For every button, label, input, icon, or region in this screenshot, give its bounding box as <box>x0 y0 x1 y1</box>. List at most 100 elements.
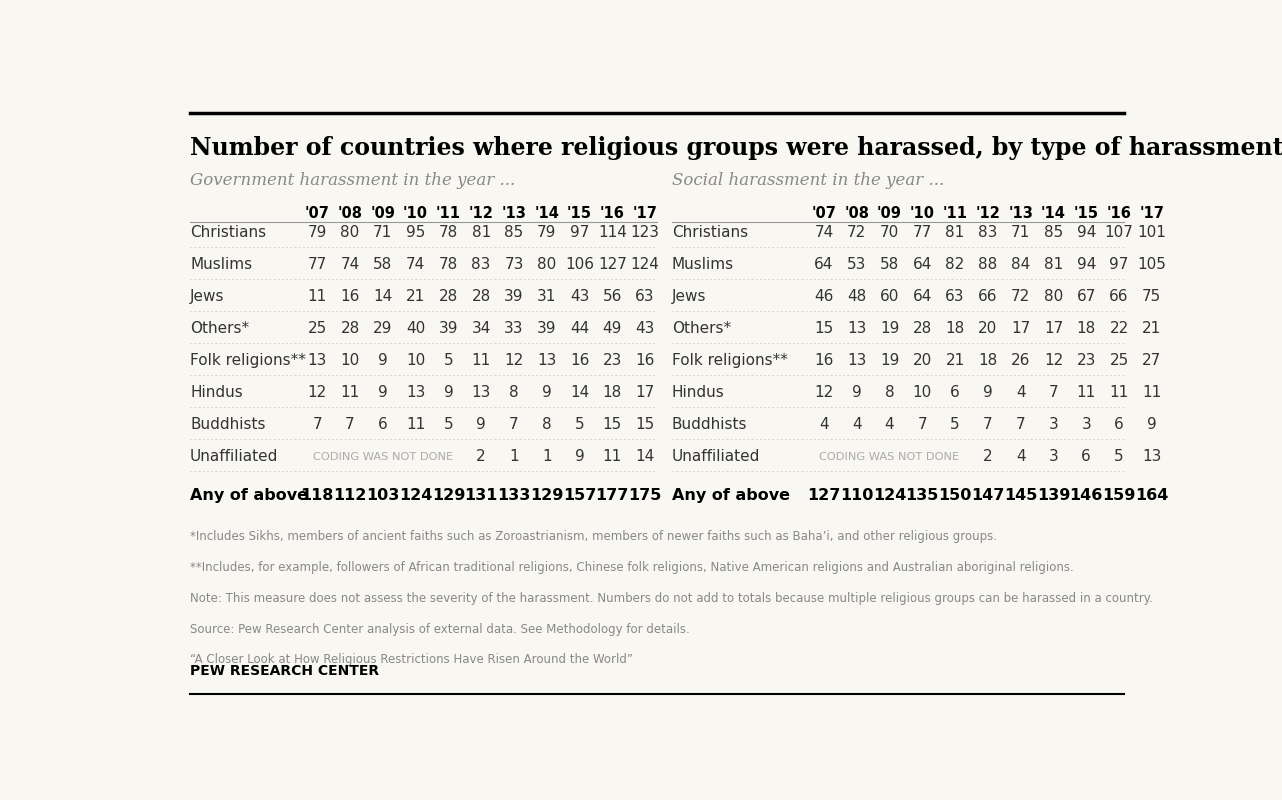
Text: '17: '17 <box>1140 206 1164 221</box>
Text: '16: '16 <box>600 206 624 221</box>
Text: 46: 46 <box>814 290 833 304</box>
Text: 131: 131 <box>464 488 497 502</box>
Text: 25: 25 <box>308 322 327 336</box>
Text: Any of above: Any of above <box>672 488 790 502</box>
Text: Muslims: Muslims <box>672 258 735 272</box>
Text: 64: 64 <box>913 258 932 272</box>
Text: Folk religions**: Folk religions** <box>672 354 788 368</box>
Text: 19: 19 <box>879 322 899 336</box>
Text: '07: '07 <box>305 206 329 221</box>
Text: 3: 3 <box>1081 418 1091 433</box>
Text: 11: 11 <box>1142 386 1161 401</box>
Text: Others*: Others* <box>672 322 731 336</box>
Text: 21: 21 <box>945 354 965 368</box>
Text: 159: 159 <box>1103 488 1136 502</box>
Text: 85: 85 <box>504 226 523 240</box>
Text: 7: 7 <box>1015 418 1026 433</box>
Text: 13: 13 <box>847 322 867 336</box>
Text: 11: 11 <box>308 290 327 304</box>
Text: 12: 12 <box>1044 354 1063 368</box>
Text: 110: 110 <box>840 488 873 502</box>
Text: 73: 73 <box>504 258 523 272</box>
Text: Any of above: Any of above <box>190 488 308 502</box>
Text: '11: '11 <box>942 206 968 221</box>
Text: 127: 127 <box>597 258 627 272</box>
Text: 103: 103 <box>367 488 400 502</box>
Text: Hindus: Hindus <box>190 386 242 401</box>
Text: 5: 5 <box>574 418 585 433</box>
Text: 17: 17 <box>636 386 655 401</box>
Text: 129: 129 <box>529 488 563 502</box>
Text: 75: 75 <box>1142 290 1161 304</box>
Text: 77: 77 <box>913 226 932 240</box>
Text: 43: 43 <box>636 322 655 336</box>
Text: CODING WAS NOT DONE: CODING WAS NOT DONE <box>819 452 960 462</box>
Text: 18: 18 <box>603 386 622 401</box>
Text: Unaffiliated: Unaffiliated <box>672 450 760 465</box>
Text: 11: 11 <box>1109 386 1128 401</box>
Text: Government harassment in the year ...: Government harassment in the year ... <box>190 172 515 190</box>
Text: 12: 12 <box>504 354 523 368</box>
Text: 9: 9 <box>477 418 486 433</box>
Text: 16: 16 <box>814 354 833 368</box>
Text: 72: 72 <box>1011 290 1031 304</box>
Text: 2: 2 <box>983 450 992 465</box>
Text: 177: 177 <box>596 488 629 502</box>
Text: 13: 13 <box>406 386 426 401</box>
Text: 28: 28 <box>438 290 458 304</box>
Text: 28: 28 <box>341 322 360 336</box>
Text: 66: 66 <box>1109 290 1128 304</box>
Text: 40: 40 <box>406 322 426 336</box>
Text: 18: 18 <box>978 354 997 368</box>
Text: 112: 112 <box>333 488 367 502</box>
Text: 81: 81 <box>1044 258 1063 272</box>
Text: 5: 5 <box>444 354 454 368</box>
Text: 13: 13 <box>308 354 327 368</box>
Text: 6: 6 <box>950 386 960 401</box>
Text: 29: 29 <box>373 322 392 336</box>
Text: 157: 157 <box>563 488 596 502</box>
Text: 18: 18 <box>945 322 965 336</box>
Text: 5: 5 <box>1114 450 1124 465</box>
Text: 4: 4 <box>853 418 862 433</box>
Text: 13: 13 <box>537 354 556 368</box>
Text: 88: 88 <box>978 258 997 272</box>
Text: CODING WAS NOT DONE: CODING WAS NOT DONE <box>313 452 453 462</box>
Text: '14: '14 <box>1041 206 1065 221</box>
Text: Hindus: Hindus <box>672 386 724 401</box>
Text: 124: 124 <box>873 488 906 502</box>
Text: 83: 83 <box>978 226 997 240</box>
Text: 94: 94 <box>1077 258 1096 272</box>
Text: 18: 18 <box>1077 322 1096 336</box>
Text: 79: 79 <box>537 226 556 240</box>
Text: Source: Pew Research Center analysis of external data. See Methodology for detai: Source: Pew Research Center analysis of … <box>190 622 690 636</box>
Text: 77: 77 <box>308 258 327 272</box>
Text: 139: 139 <box>1037 488 1070 502</box>
Text: PEW RESEARCH CENTER: PEW RESEARCH CENTER <box>190 664 379 678</box>
Text: 8: 8 <box>509 386 519 401</box>
Text: 74: 74 <box>406 258 426 272</box>
Text: 20: 20 <box>913 354 932 368</box>
Text: 19: 19 <box>879 354 899 368</box>
Text: 147: 147 <box>972 488 1005 502</box>
Text: 63: 63 <box>945 290 965 304</box>
Text: 6: 6 <box>378 418 387 433</box>
Text: '12: '12 <box>976 206 1000 221</box>
Text: 114: 114 <box>597 226 627 240</box>
Text: 17: 17 <box>1011 322 1031 336</box>
Text: '15: '15 <box>1074 206 1099 221</box>
Text: 39: 39 <box>504 290 524 304</box>
Text: Folk religions**: Folk religions** <box>190 354 306 368</box>
Text: 81: 81 <box>472 226 491 240</box>
Text: Christians: Christians <box>672 226 749 240</box>
Text: 4: 4 <box>1015 450 1026 465</box>
Text: 72: 72 <box>847 226 867 240</box>
Text: 9: 9 <box>378 354 387 368</box>
Text: 3: 3 <box>1049 450 1059 465</box>
Text: 49: 49 <box>603 322 622 336</box>
Text: 107: 107 <box>1105 226 1133 240</box>
Text: 58: 58 <box>373 258 392 272</box>
Text: 11: 11 <box>406 418 426 433</box>
Text: 48: 48 <box>847 290 867 304</box>
Text: 12: 12 <box>814 386 833 401</box>
